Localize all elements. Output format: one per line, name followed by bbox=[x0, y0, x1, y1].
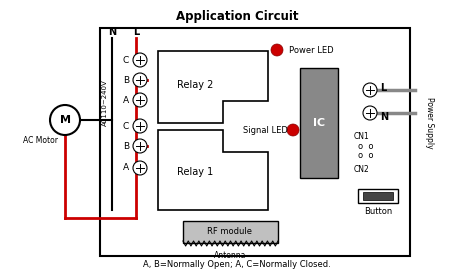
Text: M: M bbox=[60, 115, 71, 125]
Text: N: N bbox=[108, 27, 116, 37]
Text: AC Motor: AC Motor bbox=[22, 135, 57, 145]
Bar bbox=[183, 221, 278, 243]
Text: Relay 2: Relay 2 bbox=[177, 80, 213, 90]
Text: A: A bbox=[123, 96, 129, 105]
Text: N: N bbox=[380, 112, 388, 122]
Text: C: C bbox=[123, 121, 129, 130]
Text: B: B bbox=[123, 142, 129, 150]
Text: B: B bbox=[123, 76, 129, 85]
Text: IC: IC bbox=[313, 118, 325, 128]
Circle shape bbox=[133, 161, 147, 175]
Bar bbox=[300, 68, 338, 178]
Circle shape bbox=[287, 124, 299, 136]
Text: Power Supply: Power Supply bbox=[426, 97, 435, 149]
Circle shape bbox=[133, 73, 147, 87]
Bar bbox=[100, 28, 410, 256]
Circle shape bbox=[50, 105, 80, 135]
Polygon shape bbox=[158, 130, 268, 210]
Circle shape bbox=[133, 53, 147, 67]
Text: Relay 1: Relay 1 bbox=[177, 167, 213, 177]
Circle shape bbox=[133, 119, 147, 133]
Text: A: A bbox=[123, 163, 129, 173]
Circle shape bbox=[363, 106, 377, 120]
Polygon shape bbox=[158, 51, 268, 123]
Circle shape bbox=[363, 83, 377, 97]
Text: AC110~240V: AC110~240V bbox=[102, 80, 108, 126]
Text: Power LED: Power LED bbox=[289, 46, 334, 54]
Circle shape bbox=[133, 93, 147, 107]
Text: L: L bbox=[380, 83, 386, 93]
Text: C: C bbox=[123, 56, 129, 64]
Text: RF module: RF module bbox=[208, 227, 253, 237]
Text: Application Circuit: Application Circuit bbox=[176, 10, 298, 23]
Bar bbox=[358, 189, 398, 203]
Text: o  o: o o bbox=[358, 152, 374, 160]
Text: Signal LED: Signal LED bbox=[243, 125, 288, 135]
Circle shape bbox=[271, 44, 283, 56]
Text: CN1: CN1 bbox=[354, 131, 370, 140]
Text: Button: Button bbox=[364, 207, 392, 217]
Text: L: L bbox=[133, 27, 139, 37]
Circle shape bbox=[133, 139, 147, 153]
Text: CN2: CN2 bbox=[354, 165, 370, 175]
Text: A, B=Normally Open; A, C=Normally Closed.: A, B=Normally Open; A, C=Normally Closed… bbox=[143, 260, 331, 269]
Text: o  o: o o bbox=[358, 142, 374, 150]
Text: Antenna: Antenna bbox=[214, 252, 246, 260]
Bar bbox=[363, 192, 393, 200]
